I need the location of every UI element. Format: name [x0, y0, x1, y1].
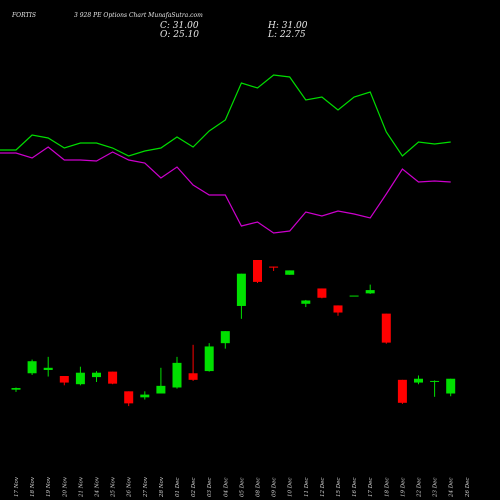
x-tick-label: 15 Dec — [336, 478, 342, 498]
candle-body — [108, 371, 118, 384]
candle-body — [301, 300, 311, 304]
candle-01-dec — [172, 356, 182, 389]
x-tick-label: 12 Dec — [320, 478, 326, 498]
candle-body — [236, 273, 246, 306]
candle-26-nov — [124, 391, 134, 407]
candle-body — [446, 378, 456, 394]
candle-02-dec — [188, 344, 198, 381]
candle-body — [124, 391, 134, 404]
candle-body — [317, 288, 327, 298]
candle-03-dec — [204, 343, 214, 372]
high-value: H: 31.00 — [268, 21, 308, 31]
candle-28-nov — [156, 367, 166, 394]
low-value: L: 22.75 — [268, 30, 306, 40]
candle-25-nov — [108, 371, 118, 385]
x-tick-label: 04 Dec — [223, 478, 229, 498]
x-tick-label: 01 Dec — [175, 478, 181, 498]
candle-16-dec — [349, 295, 359, 297]
candle-body — [11, 388, 21, 390]
x-tick-label: 03 Dec — [207, 478, 213, 498]
candle-18-dec — [381, 313, 391, 344]
candle-24-dec — [446, 378, 456, 397]
candle-body — [140, 394, 150, 398]
candle-body — [285, 270, 295, 275]
candle-body — [220, 331, 230, 344]
candle-08-dec — [253, 260, 262, 283]
x-tick-label: 20 Nov — [62, 476, 68, 498]
open-value: O: 25.10 — [160, 30, 200, 40]
x-tick-label: 11 Dec — [304, 478, 310, 498]
candle-15-dec — [333, 305, 343, 316]
candle-body — [92, 372, 101, 378]
x-tick-label: 09 Dec — [272, 478, 278, 498]
candle-body — [59, 376, 69, 383]
candle-body — [43, 367, 53, 370]
x-tick-label: 17 Nov — [14, 476, 20, 497]
candle-body — [414, 378, 423, 383]
candle-21-nov — [75, 366, 85, 386]
x-tick-label: 19 Dec — [400, 478, 406, 498]
indicator-line-1 — [0, 74, 451, 157]
x-tick-label: 27 Nov — [143, 476, 149, 498]
candle-body — [27, 361, 37, 374]
candle-04-dec — [220, 331, 230, 349]
x-tick-label: 23 Dec — [433, 478, 439, 499]
x-tick-label: 16 Dec — [352, 478, 358, 498]
candle-body — [430, 380, 440, 382]
candle-body — [349, 295, 359, 297]
x-tick-label: 24 Dec — [449, 478, 455, 499]
candle-18-nov — [27, 359, 37, 375]
candle-12-dec — [317, 288, 327, 299]
close-value: C: 31.00 — [160, 21, 199, 31]
candle-body — [156, 385, 166, 394]
x-tick-label: 28 Nov — [159, 476, 165, 498]
candle-05-dec — [236, 273, 246, 319]
x-tick-label: 17 Dec — [368, 478, 374, 498]
candle-body — [365, 290, 375, 294]
candle-09-dec — [269, 266, 279, 271]
candles — [11, 260, 456, 407]
candle-20-nov — [59, 376, 69, 386]
candle-19-dec — [397, 379, 407, 404]
x-tick-label: 21 Nov — [78, 476, 84, 498]
candle-11-dec — [301, 299, 311, 308]
candle-body — [172, 362, 182, 388]
candle-body — [397, 379, 407, 403]
symbol-label: FORTIS — [12, 12, 36, 19]
candle-body — [75, 372, 85, 385]
candle-10-dec — [285, 270, 295, 275]
x-tick-label: 05 Dec — [239, 478, 245, 498]
x-axis-labels: 17 Nov 18 Nov 19 Nov 20 Nov 21 Nov 24 Nov 25 N… — [14, 476, 471, 498]
candle-body — [269, 266, 279, 268]
x-tick-label: 24 Nov — [95, 476, 101, 498]
x-tick-label: 25 Nov — [111, 476, 117, 498]
chart-subtitle: 3 928 PE Options Chart MunafaSutra.com — [74, 12, 203, 19]
candle-23-dec — [430, 380, 440, 397]
candle-17-dec — [365, 284, 375, 294]
candle-24-nov — [92, 371, 101, 383]
candle-body — [204, 346, 214, 372]
indicator-lines — [0, 74, 451, 234]
x-tick-label: 19 Nov — [46, 476, 52, 497]
x-tick-label: 02 Dec — [191, 478, 197, 498]
candle-body — [381, 313, 391, 343]
candle-17-nov — [11, 387, 21, 392]
x-tick-label: 18 Nov — [30, 476, 36, 497]
candle-27-nov — [140, 391, 150, 400]
x-tick-label: 08 Dec — [256, 478, 262, 498]
candle-19-nov — [43, 356, 53, 377]
x-tick-label: 26 Dec — [465, 478, 471, 499]
x-tick-label: 22 Dec — [417, 478, 423, 499]
x-tick-label: 18 Dec — [384, 478, 390, 498]
indicator-line-2 — [0, 146, 451, 234]
candle-body — [188, 373, 198, 380]
candle-body — [333, 305, 343, 313]
candle-22-dec — [414, 375, 423, 385]
x-tick-label: 10 Dec — [288, 478, 294, 498]
candle-body — [253, 260, 262, 282]
x-tick-label: 26 Nov — [127, 476, 133, 498]
